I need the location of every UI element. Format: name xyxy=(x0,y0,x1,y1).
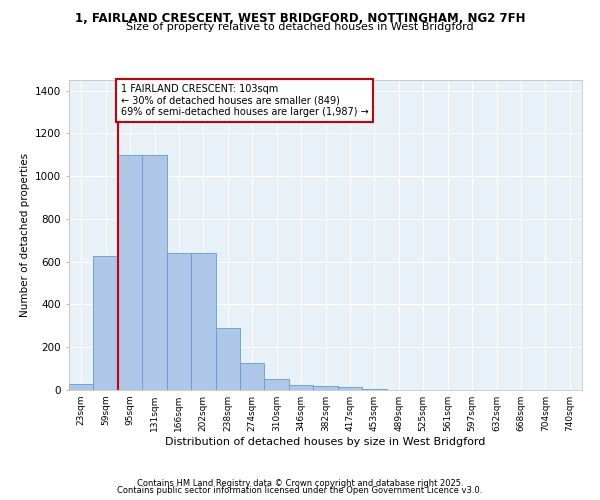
Bar xyxy=(215,328,240,390)
Bar xyxy=(240,364,265,390)
Bar xyxy=(362,389,386,390)
Bar xyxy=(191,253,215,390)
Text: 1, FAIRLAND CRESCENT, WEST BRIDGFORD, NOTTINGHAM, NG2 7FH: 1, FAIRLAND CRESCENT, WEST BRIDGFORD, NO… xyxy=(75,12,525,26)
Bar xyxy=(142,155,167,390)
Bar xyxy=(265,380,289,390)
X-axis label: Distribution of detached houses by size in West Bridgford: Distribution of detached houses by size … xyxy=(166,437,485,447)
Bar xyxy=(94,256,118,390)
Text: Contains public sector information licensed under the Open Government Licence v3: Contains public sector information licen… xyxy=(118,486,482,495)
Bar xyxy=(118,155,142,390)
Text: Contains HM Land Registry data © Crown copyright and database right 2025.: Contains HM Land Registry data © Crown c… xyxy=(137,478,463,488)
Bar xyxy=(69,384,94,390)
Bar xyxy=(313,386,338,390)
Text: 1 FAIRLAND CRESCENT: 103sqm
← 30% of detached houses are smaller (849)
69% of se: 1 FAIRLAND CRESCENT: 103sqm ← 30% of det… xyxy=(121,84,368,117)
Text: Size of property relative to detached houses in West Bridgford: Size of property relative to detached ho… xyxy=(126,22,474,32)
Bar xyxy=(289,384,313,390)
Bar xyxy=(167,253,191,390)
Y-axis label: Number of detached properties: Number of detached properties xyxy=(20,153,29,317)
Bar xyxy=(338,388,362,390)
